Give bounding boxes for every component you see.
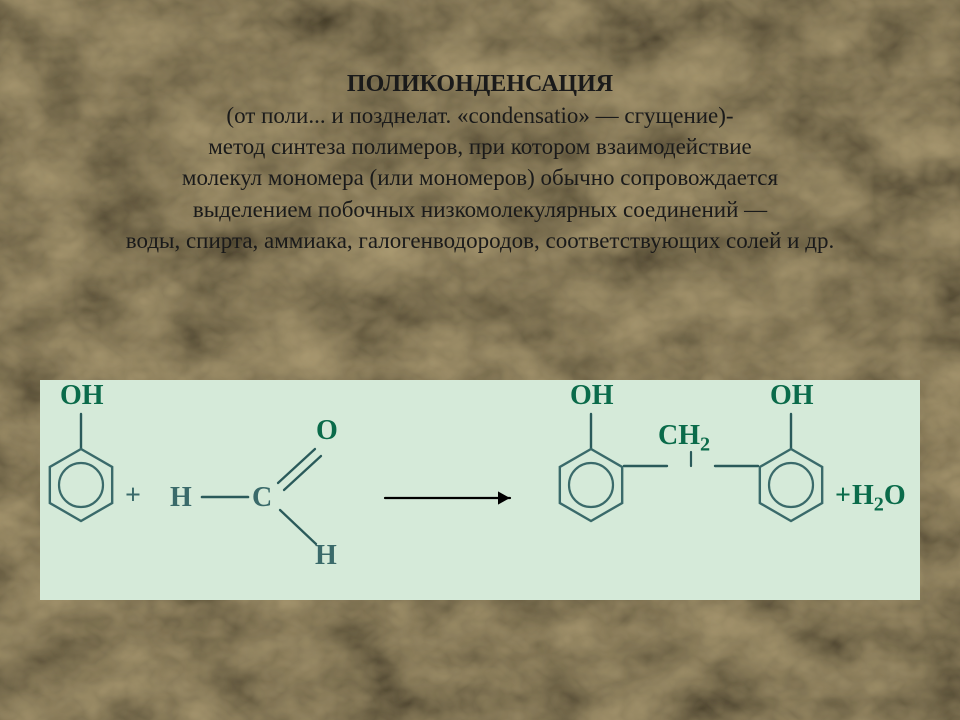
label-oh-2: OH [570,380,614,412]
definition-line: метод синтеза полимеров, при котором вза… [0,131,960,162]
label-h2o: H2O [852,480,906,512]
definition-line: (от поли... и позднелат. «condensatio» —… [0,100,960,131]
label-c: C [252,482,272,514]
label-plus-1: + [125,480,141,512]
reaction-diagram: OH+HCOHOHOHCH2+H2O [40,380,920,600]
definition-line: выделением побочных низкомолекулярных со… [0,194,960,225]
title: ПОЛИКОНДЕНСАЦИЯ [0,68,960,100]
label-h-left: H [170,482,192,514]
label-ch2: CH2 [658,420,710,452]
label-oh-3: OH [770,380,814,412]
label-h-bottom: H [315,540,337,572]
definition-block: ПОЛИКОНДЕНСАЦИЯ (от поли... и позднелат.… [0,68,960,256]
label-plus-2: + [835,480,851,512]
definition-line: воды, спирта, аммиака, галогенводородов,… [0,225,960,256]
label-oh-1: OH [60,380,104,412]
label-o: O [316,415,338,447]
definition-line: молекул мономера (или мономеров) обычно … [0,162,960,193]
